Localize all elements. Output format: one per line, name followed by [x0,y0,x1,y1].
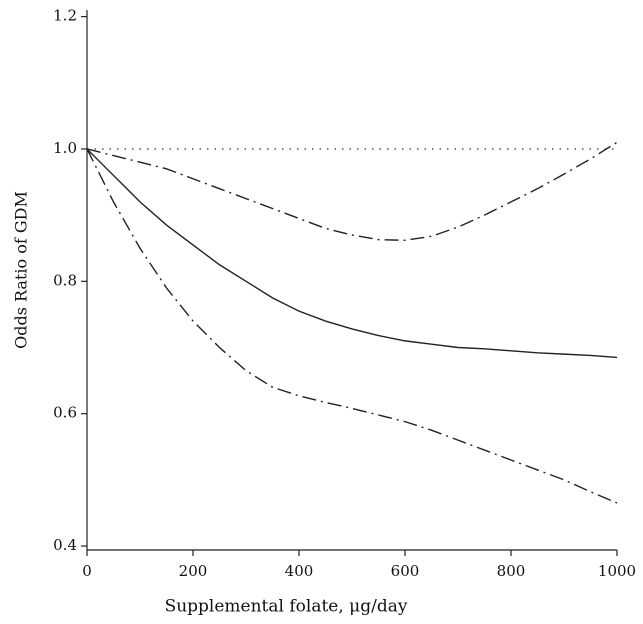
series-line [86,148,618,359]
y-tick-label: 0.8 [53,271,77,289]
x-tick-label: 600 [391,562,420,580]
y-tick-label: 1.0 [53,139,77,157]
series-line [86,141,618,241]
y-axis-label: Odds Ratio of GDM [12,191,31,349]
y-tick-label: 0.6 [53,404,77,422]
x-tick-label: 1000 [598,562,636,580]
x-axis-label: Supplemental folate, μg/day [165,597,408,617]
x-tick-label: 400 [285,562,314,580]
x-tick-label: 200 [179,562,208,580]
y-tick-label: 1.2 [53,7,77,25]
y-tick-label: 0.4 [53,536,77,554]
x-tick-label: 0 [82,562,92,580]
series-line [86,148,618,504]
x-tick-label: 800 [497,562,526,580]
